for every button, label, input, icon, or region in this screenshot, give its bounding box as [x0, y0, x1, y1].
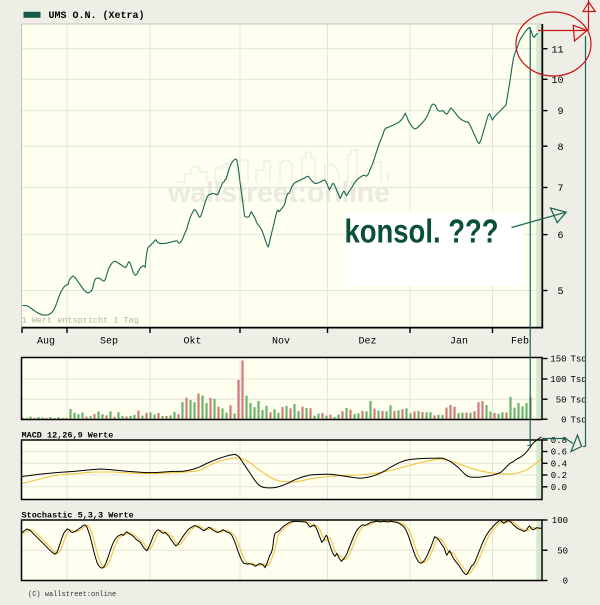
svg-text:5: 5 — [557, 287, 563, 298]
svg-text:Tsd: Tsd — [571, 375, 587, 385]
svg-text:(C) wallstreet:online: (C) wallstreet:online — [28, 591, 116, 599]
svg-text:6: 6 — [557, 231, 563, 242]
svg-text:wallstreet:online: wallstreet:online — [167, 177, 390, 209]
svg-text:konsol. ???: konsol. ??? — [345, 213, 499, 250]
svg-text:Jan: Jan — [450, 337, 468, 348]
svg-text:7: 7 — [557, 184, 563, 195]
svg-text:0: 0 — [563, 577, 568, 587]
svg-text:9: 9 — [557, 107, 563, 118]
svg-text:Tsd: Tsd — [571, 415, 587, 425]
svg-text:150: 150 — [550, 355, 566, 365]
svg-text:Tsd: Tsd — [571, 355, 587, 365]
svg-text:Sep: Sep — [100, 337, 118, 348]
svg-text:50: 50 — [556, 395, 567, 405]
svg-text:8: 8 — [557, 143, 563, 154]
svg-text:100: 100 — [552, 516, 568, 526]
svg-text:11: 11 — [551, 45, 563, 56]
svg-text:0.0: 0.0 — [551, 483, 567, 493]
svg-text:Tsd: Tsd — [571, 395, 587, 405]
svg-text:Nov: Nov — [272, 337, 290, 348]
svg-text:Feb: Feb — [511, 336, 529, 348]
svg-text:0.8: 0.8 — [551, 436, 567, 446]
svg-text:UMS O.N. (Xetra): UMS O.N. (Xetra) — [49, 10, 145, 22]
svg-text:0.4: 0.4 — [551, 460, 567, 470]
svg-text:0: 0 — [561, 415, 566, 425]
svg-text:Okt: Okt — [183, 336, 201, 348]
svg-text:Dez: Dez — [358, 337, 376, 348]
svg-text:Aug: Aug — [37, 337, 55, 348]
svg-text:1 Wert entspricht 1 Tag: 1 Wert entspricht 1 Tag — [22, 316, 139, 326]
svg-text:10: 10 — [551, 76, 563, 87]
svg-text:50: 50 — [557, 546, 568, 556]
svg-text:MACD 12,26,9 Werte: MACD 12,26,9 Werte — [22, 430, 114, 440]
svg-text:Stochastic 5,3,3 Werte: Stochastic 5,3,3 Werte — [22, 510, 134, 520]
svg-text:100: 100 — [550, 375, 566, 385]
svg-text:0.6: 0.6 — [551, 448, 567, 458]
svg-text:0.2: 0.2 — [551, 471, 567, 481]
